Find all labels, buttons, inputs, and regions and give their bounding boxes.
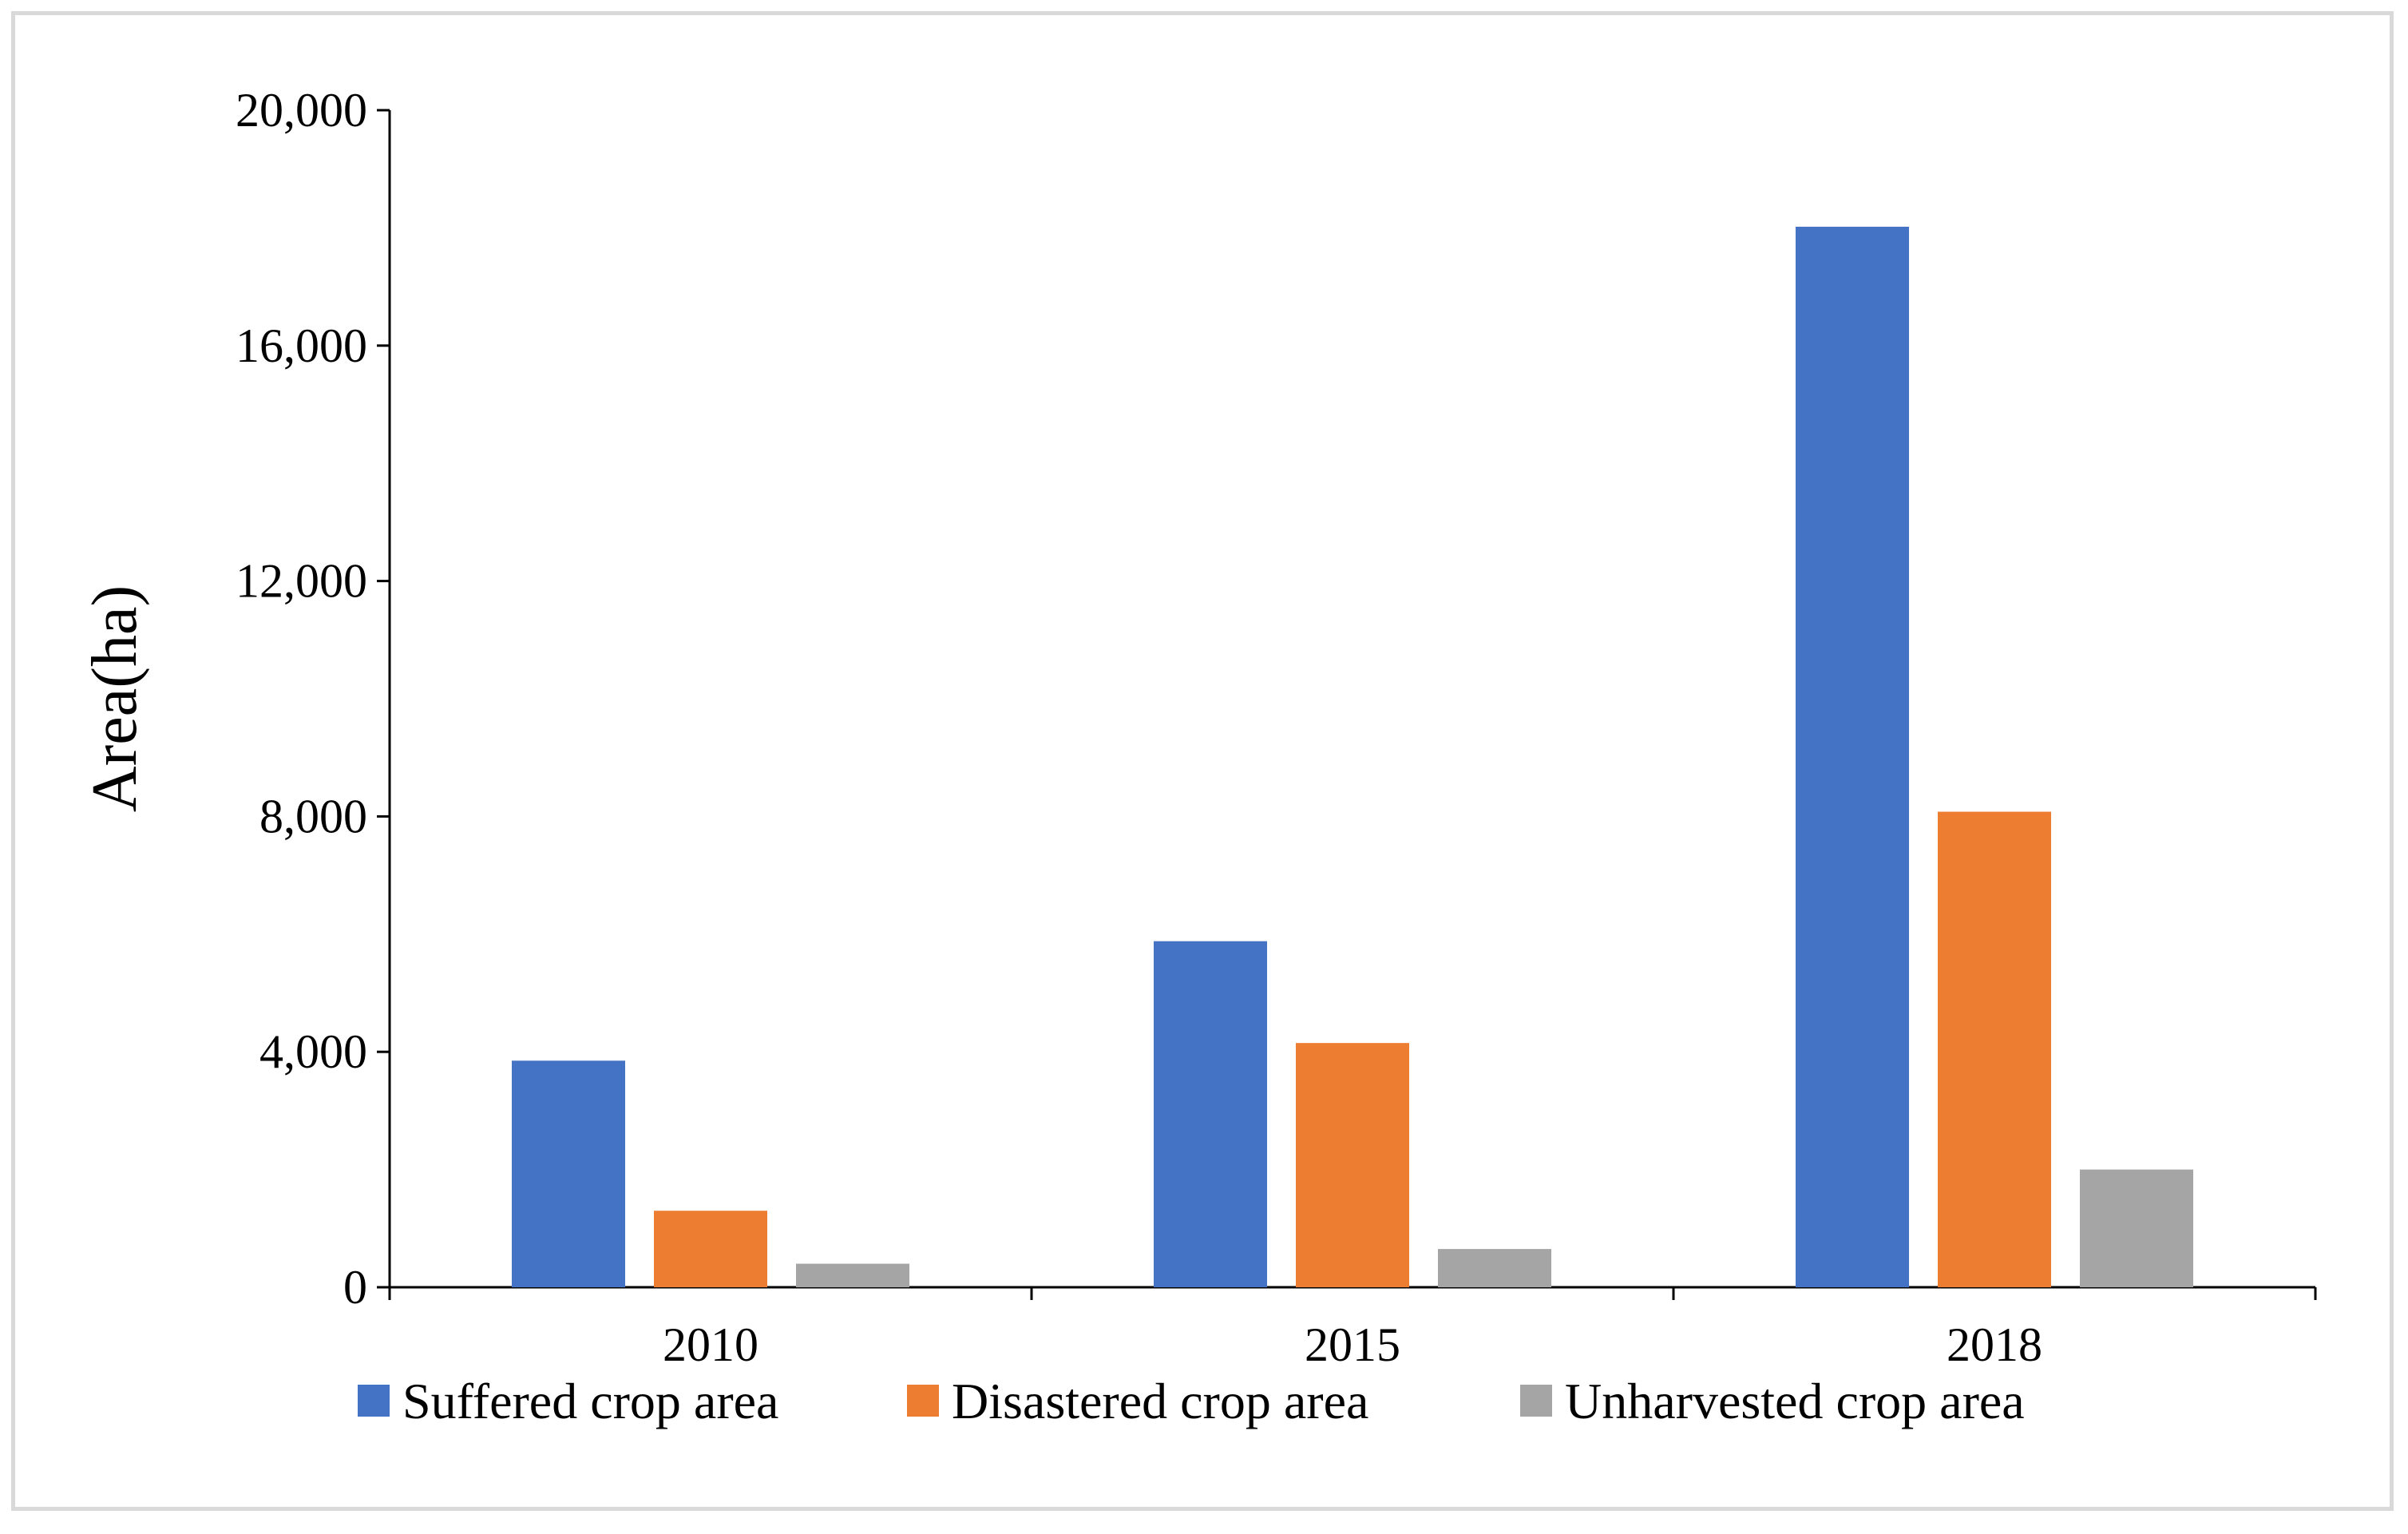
y-axis: 0 4,000 8,000 12,000 16,000 20,000 [236, 84, 391, 1314]
bars [512, 226, 2193, 1287]
bar-2015-disastered-crop-area [1296, 1043, 1409, 1287]
bar-2010-unharvested-crop-area [796, 1263, 909, 1287]
legend-swatch [358, 1385, 390, 1417]
legend: Suffered crop area Disastered crop area Un… [358, 1373, 2025, 1429]
legend-swatch [907, 1385, 939, 1417]
x-tick-label: 2018 [1947, 1318, 2042, 1371]
y-tick-label: 12,000 [236, 555, 367, 608]
legend-swatch [1520, 1385, 1552, 1417]
y-tick-label: 20,000 [236, 84, 367, 137]
bar-2018-disastered-crop-area [1938, 811, 2051, 1287]
y-tick-label: 8,000 [259, 790, 367, 842]
y-tick-label: 16,000 [236, 319, 367, 372]
bar-2018-suffered-crop-area [1796, 226, 1909, 1287]
legend-label: Disastered crop area [952, 1373, 1368, 1429]
x-tick-label: 2015 [1305, 1318, 1400, 1371]
y-tick-label: 4,000 [259, 1025, 367, 1078]
x-tick-label: 2010 [663, 1318, 758, 1371]
y-tick-label: 0 [343, 1261, 367, 1314]
bar-2018-unharvested-crop-area [2080, 1169, 2193, 1287]
legend-label: Suffered crop area [402, 1373, 778, 1429]
x-axis: 2010 2015 2018 [388, 1286, 2317, 1371]
legend-label: Unharvested crop area [1565, 1373, 2025, 1429]
bar-2015-suffered-crop-area [1154, 941, 1267, 1287]
bar-2010-disastered-crop-area [654, 1211, 767, 1287]
bar-2010-suffered-crop-area [512, 1060, 625, 1287]
y-axis-title: Area(ha) [80, 585, 150, 812]
bar-2015-unharvested-crop-area [1438, 1249, 1551, 1287]
